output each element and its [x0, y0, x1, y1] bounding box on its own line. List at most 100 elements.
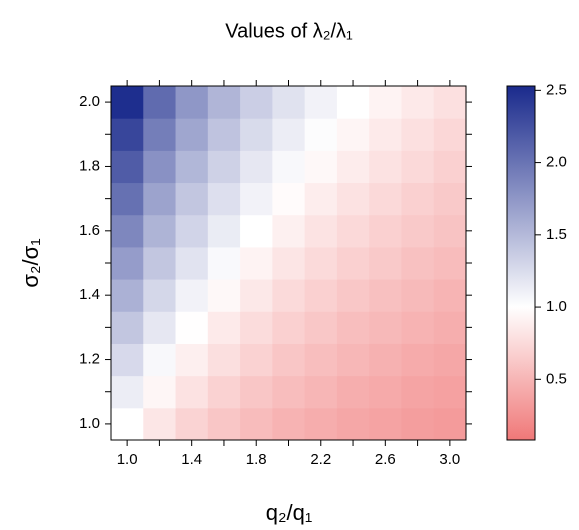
heat-cell	[143, 343, 177, 377]
heat-cell	[304, 246, 338, 280]
heat-cell	[175, 118, 209, 151]
heat-cell	[240, 246, 273, 280]
heat-cell	[111, 343, 144, 377]
x-tick-label: 2.2	[310, 451, 331, 468]
heat-cell	[240, 407, 273, 441]
heat-cell	[369, 182, 402, 216]
heat-cell	[336, 343, 370, 377]
heat-cell	[111, 150, 144, 184]
heat-cell	[175, 246, 209, 280]
heat-cell	[175, 343, 209, 377]
heat-cell	[401, 150, 435, 184]
x-tick-label: 1.4	[181, 451, 202, 468]
heat-cell	[369, 375, 402, 409]
y-tick-label: 1.0	[79, 415, 100, 432]
heat-cell	[240, 343, 273, 377]
heat-cell	[207, 246, 241, 280]
heat-cell	[207, 343, 241, 377]
heat-cell	[369, 150, 402, 184]
colorbar-tick-label: 1.5	[546, 226, 567, 243]
heat-cell	[304, 311, 338, 344]
heat-cell	[175, 150, 209, 184]
heat-cell	[240, 279, 273, 312]
heat-cell	[111, 311, 144, 344]
heat-cell	[433, 279, 467, 312]
heat-cell	[240, 214, 273, 248]
heat-cell	[304, 279, 338, 312]
heat-cell	[433, 246, 467, 280]
heat-cell	[304, 86, 338, 119]
heat-cell	[272, 279, 306, 312]
heat-cell	[240, 375, 273, 409]
heat-cell	[272, 150, 306, 184]
heat-cell	[433, 150, 467, 184]
heat-cell	[336, 375, 370, 409]
heat-cell	[401, 246, 435, 280]
heat-cell	[401, 407, 435, 441]
heat-cell	[240, 311, 273, 344]
heat-cell	[111, 407, 144, 441]
heat-cell	[336, 118, 370, 151]
heat-cell	[369, 343, 402, 377]
colorbar	[506, 85, 536, 441]
heat-cell	[401, 311, 435, 344]
heat-cell	[369, 407, 402, 441]
heat-cell	[207, 182, 241, 216]
heat-cell	[143, 279, 177, 312]
heat-cell	[272, 311, 306, 344]
y-tick-label: 1.6	[79, 222, 100, 239]
heat-cell	[401, 375, 435, 409]
heat-cell	[401, 343, 435, 377]
colorbar-tick-label: 0.5	[546, 370, 567, 387]
heat-cell	[369, 118, 402, 151]
heat-cell	[143, 86, 177, 119]
heat-cell	[336, 214, 370, 248]
heat-cell	[401, 86, 435, 119]
heat-cell	[304, 214, 338, 248]
heat-cell	[369, 86, 402, 119]
y-tick-label: 1.4	[79, 286, 100, 303]
x-tick-label: 3.0	[439, 451, 460, 468]
heat-cell	[175, 407, 209, 441]
heat-cell	[304, 118, 338, 151]
heat-cell	[401, 118, 435, 151]
heat-cell	[143, 150, 177, 184]
heat-cell	[304, 407, 338, 441]
heat-cell	[433, 407, 467, 441]
heat-cell	[143, 246, 177, 280]
heat-cell	[207, 118, 241, 151]
heat-cell	[143, 214, 177, 248]
heat-cell	[433, 86, 467, 119]
y-tick-label: 2.0	[79, 93, 100, 110]
heat-cell	[272, 214, 306, 248]
heat-cell	[240, 118, 273, 151]
heat-cell	[433, 343, 467, 377]
heat-cell	[111, 182, 144, 216]
heat-cell	[272, 118, 306, 151]
heat-cell	[175, 279, 209, 312]
x-axis-label: q₂/q₁	[266, 500, 313, 525]
heat-cell	[111, 279, 144, 312]
heat-cell	[401, 279, 435, 312]
heat-cell	[175, 182, 209, 216]
heat-cell	[369, 279, 402, 312]
heat-cell	[304, 182, 338, 216]
heat-cell	[401, 214, 435, 248]
heat-cell	[143, 118, 177, 151]
y-tick-label: 1.2	[79, 351, 100, 368]
heat-cell	[207, 311, 241, 344]
y-tick-label: 1.8	[79, 157, 100, 174]
heat-cell	[111, 214, 144, 248]
heat-cell	[143, 182, 177, 216]
heat-cell	[336, 182, 370, 216]
heat-cell	[433, 118, 467, 151]
heat-cell	[207, 150, 241, 184]
x-tick-label: 2.6	[375, 451, 396, 468]
x-tick-label: 1.8	[246, 451, 267, 468]
heat-cell	[433, 182, 467, 216]
heat-cell	[175, 214, 209, 248]
heat-cell	[336, 407, 370, 441]
heat-cell	[272, 407, 306, 441]
heat-cell	[240, 150, 273, 184]
